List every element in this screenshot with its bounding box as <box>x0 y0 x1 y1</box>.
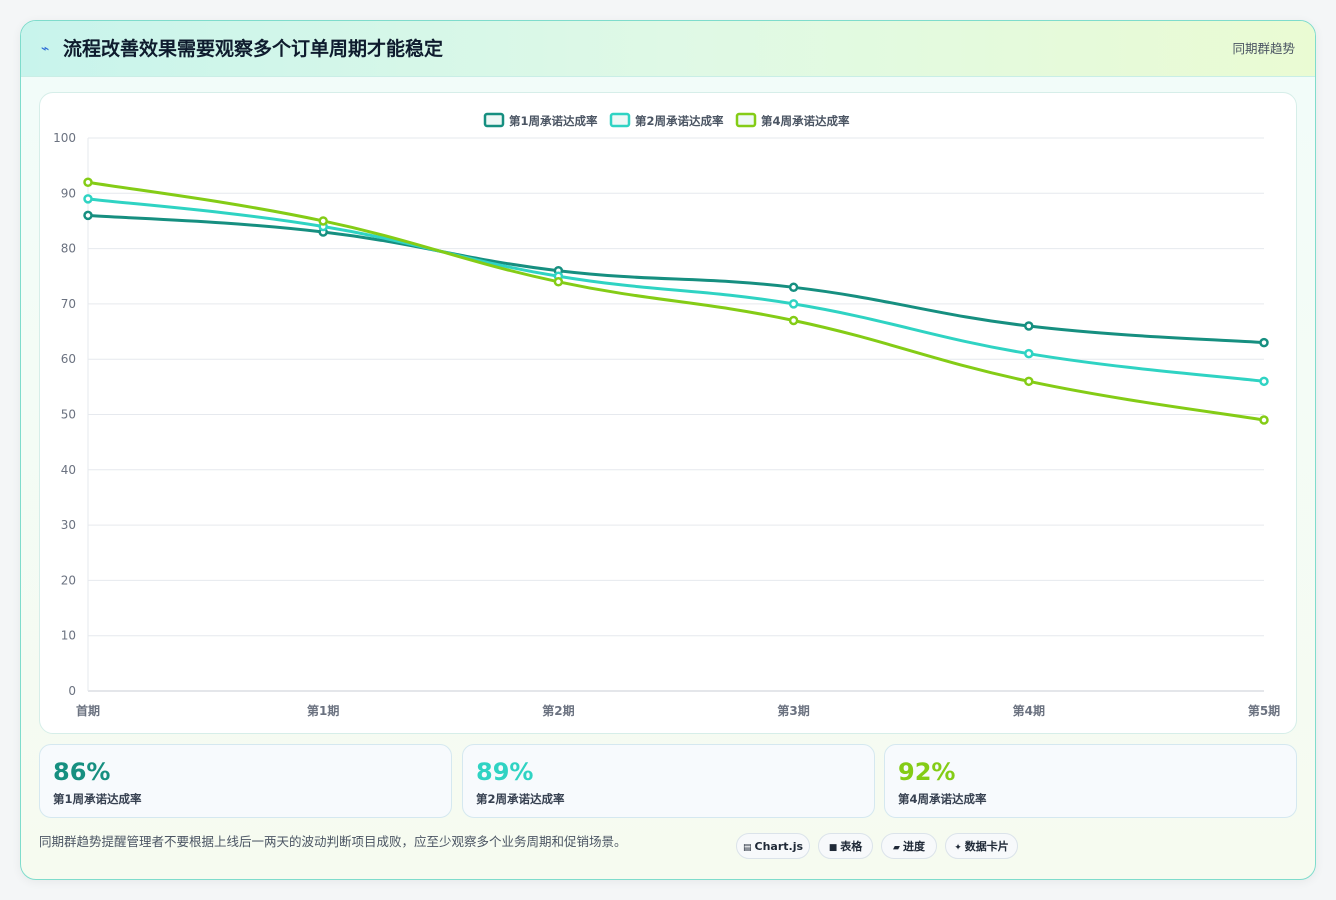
data-point <box>1259 337 1269 348</box>
pill-label: 数据卡片 <box>964 840 1009 853</box>
pill-label: 表格 <box>840 840 863 853</box>
footer-note: 同期群趋势提醒管理者不要根据上线后一两天的波动判断项目成败，应至少观察多个业务周… <box>39 834 627 849</box>
y-tick-label: 10 <box>61 629 76 643</box>
stat-value: 86% <box>53 758 111 786</box>
y-tick-label: 50 <box>61 408 76 422</box>
y-tick-label: 60 <box>61 352 76 366</box>
legend-swatch <box>735 112 757 128</box>
data-point <box>318 216 328 226</box>
y-tick-label: 0 <box>68 684 76 698</box>
legend-label: 第1周承诺达成率 <box>509 114 598 128</box>
y-tick-label: 40 <box>61 463 76 477</box>
stat-value: 92% <box>898 758 956 786</box>
card-title: 流程改善效果需要观察多个订单周期才能稳定 <box>63 38 444 60</box>
chartjs-pill[interactable]: ▤ Chart.js <box>736 833 810 859</box>
lightning-icon: ⌁ <box>41 41 50 57</box>
chart-icon: ▤ <box>742 843 752 853</box>
sparkle-icon: ✦ <box>954 843 962 853</box>
y-tick-label: 80 <box>61 242 76 256</box>
stat-card-week2: 89% 第2周承诺达成率 <box>462 744 875 818</box>
table-icon: ■ <box>828 843 838 853</box>
data-point <box>1024 348 1034 359</box>
pill-label: Chart.js <box>754 840 804 853</box>
y-tick-label: 30 <box>61 518 76 532</box>
data-point <box>788 315 799 326</box>
series-line-3 <box>87 180 1265 422</box>
stat-card-week1: 86% 第1周承诺达成率 <box>39 744 452 818</box>
stat-label: 第4周承诺达成率 <box>898 792 987 806</box>
progress-pill[interactable]: ▰ 进度 <box>881 833 937 859</box>
y-tick-label: 20 <box>61 573 76 587</box>
legend-swatch <box>483 112 505 128</box>
y-tick-label: 100 <box>53 131 76 145</box>
x-tick-label: 第1期 <box>307 703 339 718</box>
stat-value: 89% <box>476 758 534 786</box>
series-line-2 <box>87 197 1265 383</box>
data-point <box>788 282 799 293</box>
x-tick-label: 第5期 <box>1248 703 1280 718</box>
progress-icon: ▰ <box>893 843 900 853</box>
legend-label: 第4周承诺达成率 <box>761 114 850 128</box>
table-pill[interactable]: ■ 表格 <box>818 833 873 859</box>
x-tick-label: 第2期 <box>542 703 574 718</box>
data-point <box>83 177 93 187</box>
stat-label: 第2周承诺达成率 <box>476 792 565 806</box>
data-card-pill[interactable]: ✦ 数据卡片 <box>945 833 1018 859</box>
x-tick-label: 第3期 <box>777 703 809 718</box>
data-point <box>553 277 564 287</box>
data-point <box>1259 415 1269 425</box>
data-point <box>1024 376 1034 387</box>
data-point <box>1024 321 1034 331</box>
data-point <box>788 299 799 309</box>
x-tick-label: 第4期 <box>1013 703 1045 718</box>
legend-label: 第2周承诺达成率 <box>635 114 724 128</box>
chart-panel: 0 10 20 30 40 50 60 70 80 90 100 首期 第1期 第2期 第3期 第4期 第5期 第… <box>39 92 1297 734</box>
legend-swatch <box>609 112 631 128</box>
x-tick-label: 首期 <box>76 703 100 718</box>
y-tick-label: 90 <box>61 186 76 200</box>
data-point <box>83 210 93 221</box>
card-header: ⌁ 流程改善效果需要观察多个订单周期才能稳定 同期群趋势 <box>21 21 1315 77</box>
header-tag: 同期群趋势 <box>1232 41 1295 56</box>
y-tick-label: 70 <box>61 297 76 311</box>
line-chart: 0 10 20 30 40 50 60 70 80 90 100 首期 第1期 第2期 第3期 第4期 第5期 第… <box>53 112 1280 718</box>
series-line-1 <box>87 213 1265 345</box>
pill-label: 进度 <box>902 840 925 853</box>
stat-label: 第1周承诺达成率 <box>53 792 142 806</box>
data-point <box>1259 376 1269 387</box>
chart-card: ⌁ 流程改善效果需要观察多个订单周期才能稳定 同期群趋势 0 10 20 30 40 50… <box>20 20 1316 880</box>
stat-card-week4: 92% 第4周承诺达成率 <box>884 744 1297 818</box>
data-point <box>83 194 93 204</box>
